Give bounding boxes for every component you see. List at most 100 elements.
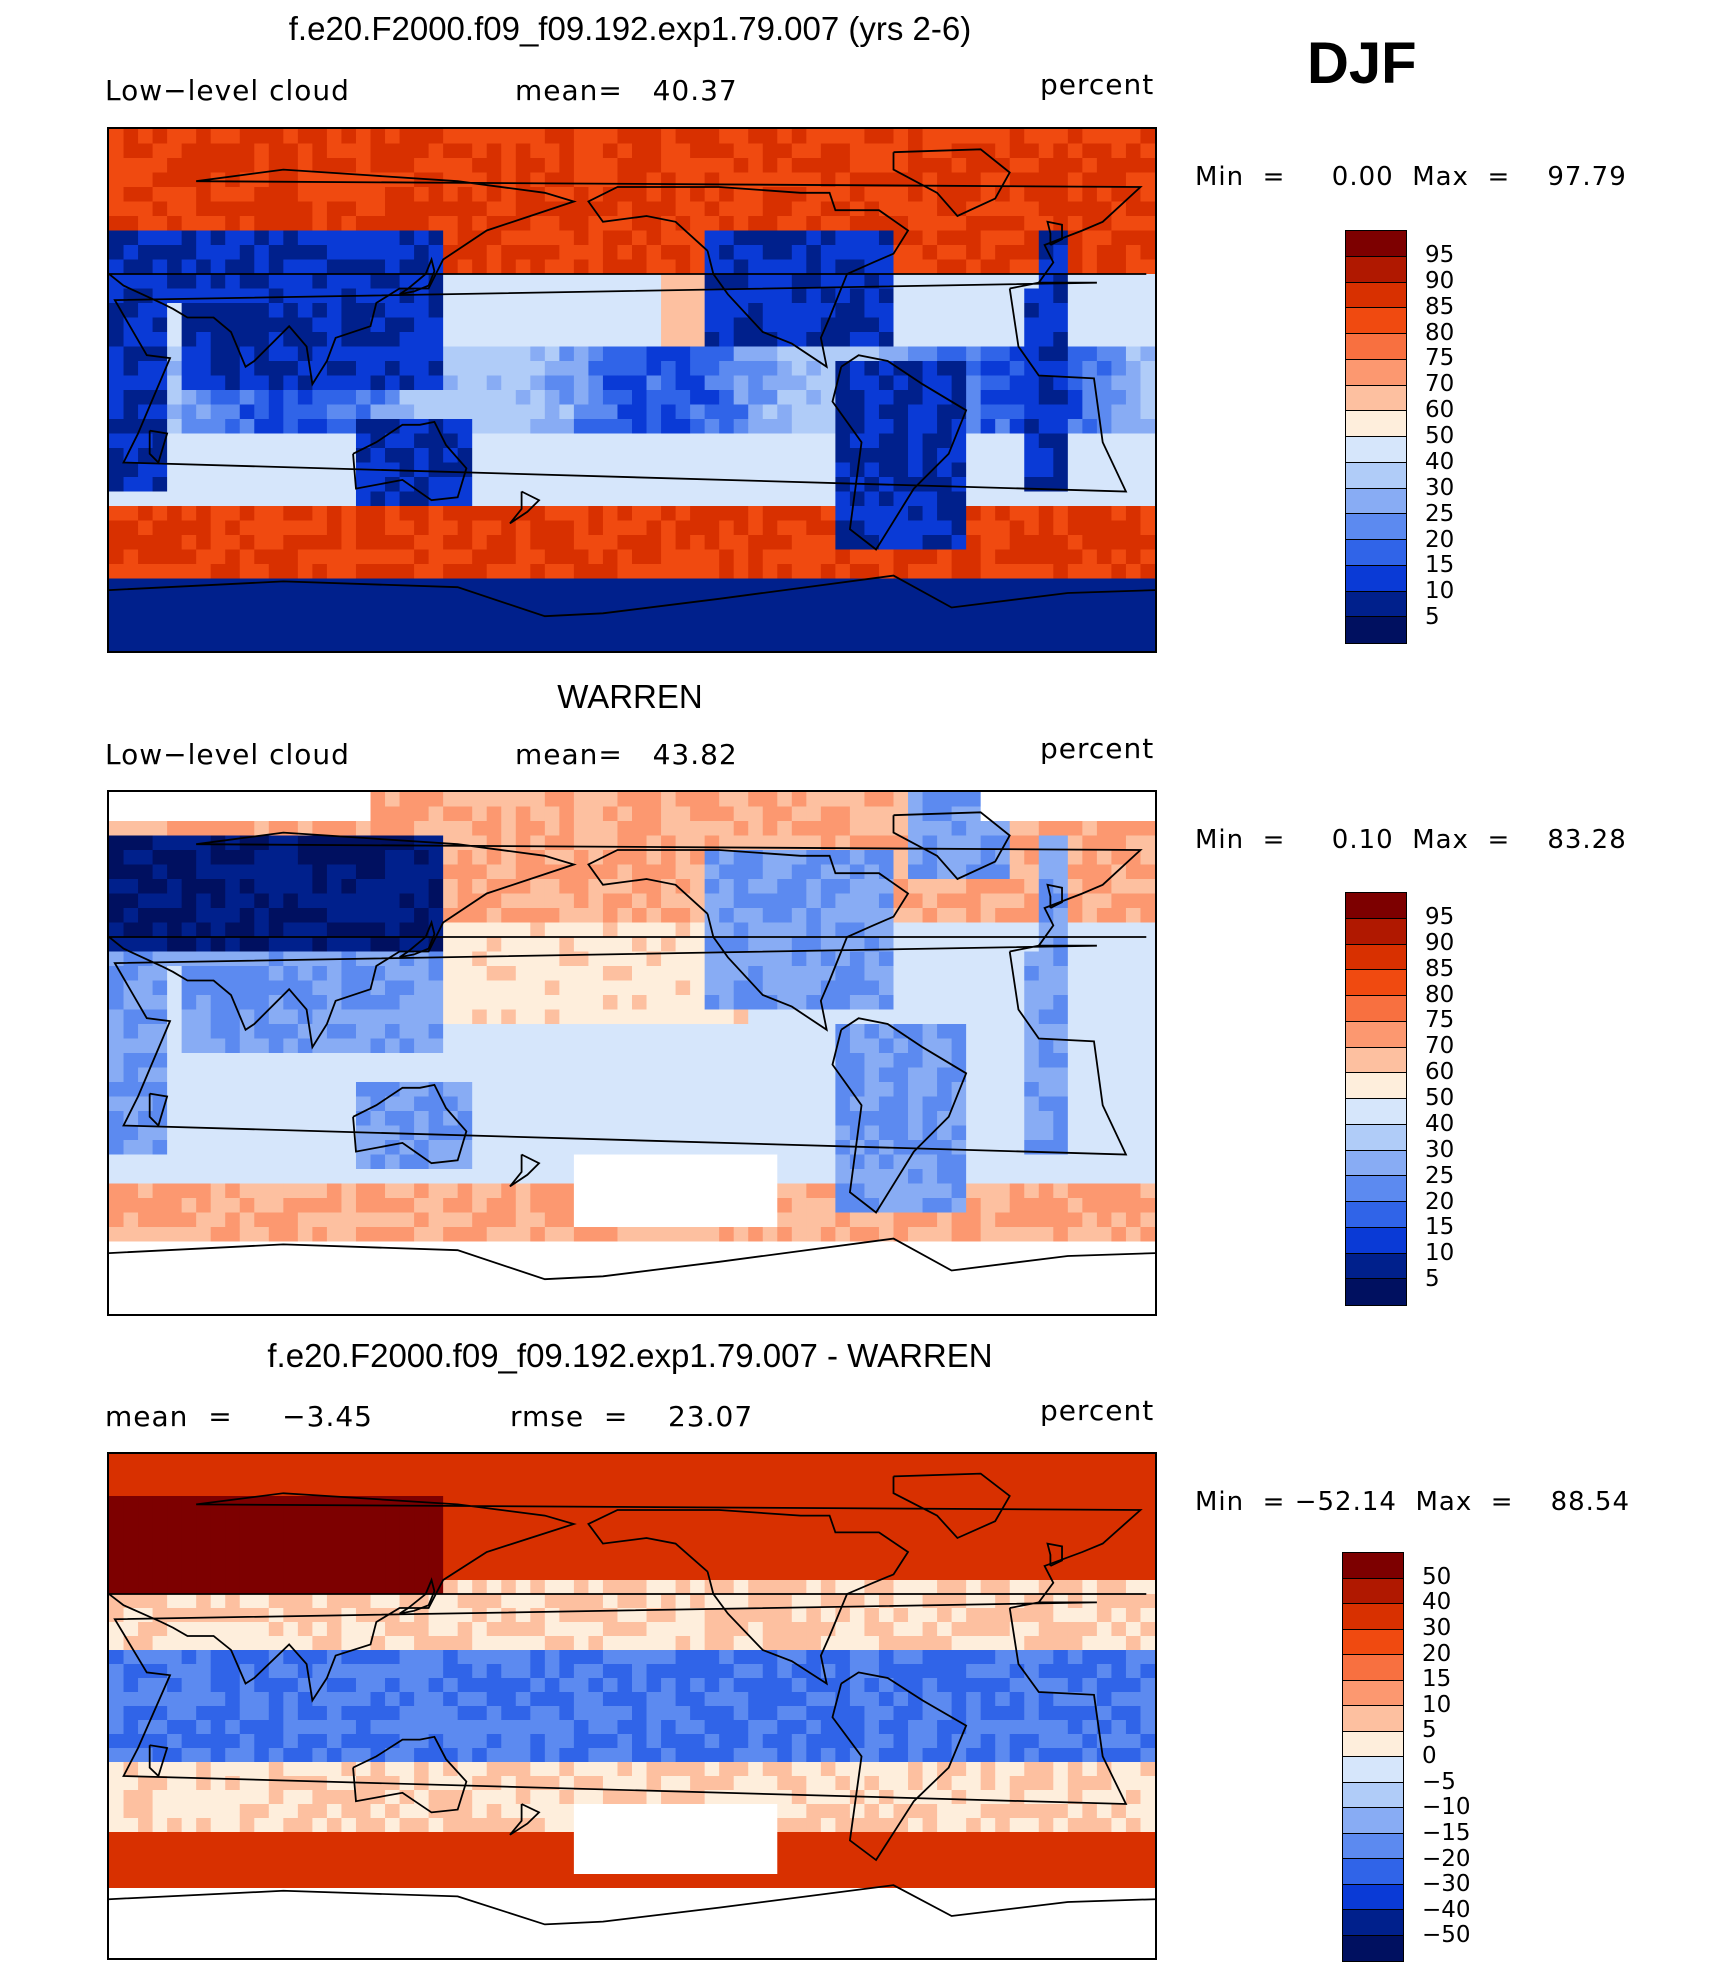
colorbar-swatch — [1346, 359, 1406, 386]
colorbar-swatch — [1346, 1047, 1406, 1074]
colorbar-label: 5 — [1422, 1717, 1437, 1744]
coastline — [509, 490, 541, 525]
coastline — [113, 1601, 1128, 1805]
coastline — [587, 1509, 910, 1686]
panel-units-obs: percent — [1040, 732, 1155, 765]
colorbar-label: 10 — [1422, 1691, 1452, 1718]
colorbar-swatch — [1343, 1833, 1403, 1859]
colorbar-label: 60 — [1425, 1059, 1455, 1086]
colorbar-swatch — [1346, 256, 1406, 283]
colorbar-swatch — [1343, 1884, 1403, 1910]
map-model — [107, 127, 1157, 653]
colorbar-label: 15 — [1425, 1214, 1455, 1241]
colorbar-label: 5 — [1425, 1266, 1440, 1293]
map-diff — [107, 1452, 1157, 1960]
minmax-model: Min = 0.00 Max = 97.79 — [1195, 162, 1627, 192]
colorbar-labels-diff: 50 40 30 20 15 10 5 0 −5 −10 −15 −20 −30 −40 −50 — [1422, 1552, 1492, 1962]
colorbar-swatch — [1346, 944, 1406, 971]
panel-title-obs: WARREN — [557, 678, 703, 715]
colorbar-swatch — [1346, 970, 1406, 996]
season-label: DJF — [1307, 31, 1417, 96]
coastline — [109, 168, 1147, 387]
coastline — [587, 186, 910, 369]
coastline — [113, 281, 1128, 493]
colorbar-swatch — [1346, 1202, 1406, 1228]
panel-mean-label-model: mean= 40.37 — [515, 74, 738, 107]
colorbar-label: 20 — [1425, 526, 1455, 553]
colorbar-label: −40 — [1422, 1896, 1471, 1923]
panel-units-model: percent — [1040, 68, 1155, 101]
coastline — [352, 1735, 468, 1814]
colorbar-label: −15 — [1422, 1819, 1471, 1846]
colorbar-swatch — [1346, 282, 1406, 309]
colorbar-label: 25 — [1425, 1162, 1455, 1189]
colorbar-swatch — [1346, 565, 1406, 592]
coastline — [892, 148, 1011, 218]
colorbar-labels-model: 95 90 85 80 75 70 60 50 40 30 25 20 15 10 5 — [1425, 230, 1485, 644]
colorbar-label: −5 — [1422, 1768, 1456, 1795]
coastline — [892, 811, 1011, 881]
panel-rmse-label-diff: rmse = 23.07 — [510, 1400, 754, 1433]
coastline — [509, 1803, 541, 1836]
colorbar-swatch — [1343, 1680, 1403, 1706]
coastline — [148, 429, 169, 465]
colorbar-swatch — [1346, 488, 1406, 515]
colorbar-swatch — [1346, 334, 1406, 360]
colorbar-label: −30 — [1422, 1871, 1471, 1898]
colorbar-swatch — [1346, 411, 1406, 437]
coastline — [831, 1017, 968, 1214]
coastline — [831, 1671, 968, 1862]
colorbar-swatch — [1346, 462, 1406, 489]
colorbar-swatch — [1346, 591, 1406, 618]
coastline — [352, 1083, 468, 1165]
colorbar-label: 10 — [1425, 578, 1455, 605]
colorbar-swatch — [1343, 1910, 1403, 1936]
colorbar-label: 70 — [1425, 371, 1455, 398]
colorbar-swatch — [1346, 1073, 1406, 1099]
coastline — [509, 1153, 541, 1188]
colorbar-swatch — [1343, 1782, 1403, 1808]
colorbar-label: 60 — [1425, 397, 1455, 424]
colorbar-swatch — [1343, 1553, 1403, 1579]
colorbar-labels-obs: 95 90 85 80 75 70 60 50 40 30 25 20 15 10 5 — [1425, 892, 1485, 1306]
map-svg-obs — [109, 792, 1155, 1314]
colorbar-swatch — [1343, 1731, 1403, 1757]
panel-title-diff: f.e20.F2000.f09_f09.192.exp1.79.007 - WA… — [267, 1337, 993, 1374]
colorbar-swatch — [1346, 1099, 1406, 1125]
colorbar-swatch — [1346, 1124, 1406, 1151]
colorbar-model — [1345, 230, 1407, 644]
panel-variable-label-obs: Low−level cloud — [105, 738, 350, 771]
coastline — [399, 919, 436, 959]
coastline — [352, 420, 468, 502]
colorbar-label: 25 — [1425, 500, 1455, 527]
colorbar-swatch — [1346, 308, 1406, 334]
coastline — [109, 574, 1155, 618]
colorbar-swatch — [1346, 1176, 1406, 1202]
panel-mean-label-diff: mean = −3.45 — [105, 1400, 373, 1433]
coastline — [1046, 1542, 1063, 1567]
colorbar-obs — [1345, 892, 1407, 1306]
coastline — [399, 1577, 436, 1615]
colorbar-label: 40 — [1425, 1110, 1455, 1137]
colorbar-swatch — [1343, 1859, 1403, 1885]
map-svg-model — [109, 129, 1155, 651]
colorbar-label: 40 — [1425, 448, 1455, 475]
coastline — [148, 1092, 169, 1128]
colorbar-label: 15 — [1425, 552, 1455, 579]
colorbar-label: 50 — [1425, 423, 1455, 449]
panel-title-model: f.e20.F2000.f09_f09.192.exp1.79.007 (yrs… — [288, 10, 972, 47]
map-svg-diff — [109, 1454, 1155, 1958]
colorbar-label: 0 — [1422, 1743, 1437, 1769]
coastline — [109, 831, 1147, 1050]
colorbar-label: −10 — [1422, 1794, 1471, 1821]
colorbar-swatch — [1346, 1253, 1406, 1280]
coastline — [109, 1884, 1155, 1926]
colorbar-label: 30 — [1425, 474, 1455, 501]
colorbar-swatch — [1343, 1808, 1403, 1834]
coastline — [109, 1492, 1147, 1703]
coastline — [892, 1472, 1011, 1540]
panel-units-diff: percent — [1040, 1394, 1155, 1427]
colorbar-swatch — [1346, 996, 1406, 1022]
coastline — [399, 256, 436, 296]
colorbar-swatch — [1343, 1706, 1403, 1732]
